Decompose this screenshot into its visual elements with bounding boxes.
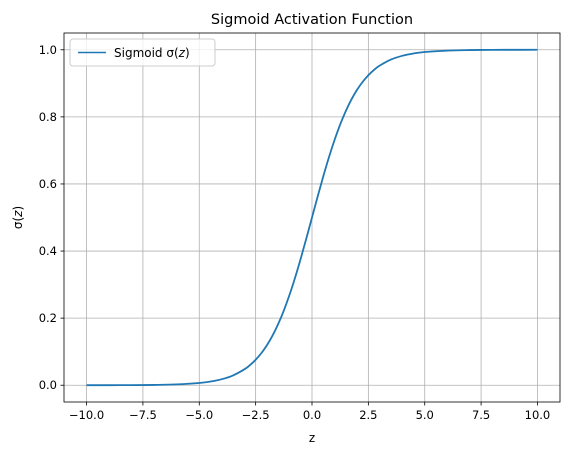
- x-tick-label-5: 2.5: [359, 408, 377, 422]
- y-tick-label-4: 0.8: [39, 110, 57, 124]
- series-layer: [86, 48, 538, 387]
- x-axis: −10.0 −7.5 −5.0 −2.5 0.0 2.5 5.0 7.5 10.0: [69, 402, 550, 422]
- x-tick-label-7: 7.5: [472, 408, 490, 422]
- x-axis-label: z: [309, 431, 315, 445]
- legend-label: Sigmoid σ(z): [114, 46, 190, 60]
- y-axis: 0.0 0.2 0.4 0.6 0.8 1.0: [39, 43, 64, 392]
- x-tick-label-8: 10.0: [525, 408, 551, 422]
- y-tick-label-5: 1.0: [39, 43, 57, 57]
- legend-label-suffix: ): [185, 46, 190, 60]
- x-tick-label-4: 0.0: [303, 408, 321, 422]
- y-tick-label-1: 0.2: [39, 311, 57, 325]
- chart-title: Sigmoid Activation Function: [211, 12, 413, 28]
- y-axis-label-suffix: ): [11, 206, 25, 211]
- y-axis-label-var: z: [11, 210, 25, 218]
- x-tick-label-2: −5.0: [185, 408, 213, 422]
- y-tick-label-0: 0.0: [39, 378, 57, 392]
- y-tick-label-3: 0.6: [39, 177, 57, 191]
- legend-label-var: z: [178, 46, 186, 60]
- legend-box: [69, 38, 216, 67]
- legend: Sigmoid σ(z): [69, 38, 216, 67]
- y-tick-label-2: 0.4: [39, 244, 57, 258]
- x-tick-label-3: −2.5: [242, 408, 270, 422]
- series-line-0: [86, 48, 538, 387]
- x-tick-label-1: −7.5: [129, 408, 157, 422]
- x-tick-label-6: 5.0: [416, 408, 434, 422]
- legend-label-prefix: Sigmoid: [114, 46, 166, 60]
- legend-label-sym: σ(: [166, 46, 178, 60]
- x-tick-label-0: −10.0: [69, 408, 104, 422]
- y-axis-label: σ(z): [11, 206, 25, 229]
- y-axis-label-prefix: σ(: [11, 217, 25, 229]
